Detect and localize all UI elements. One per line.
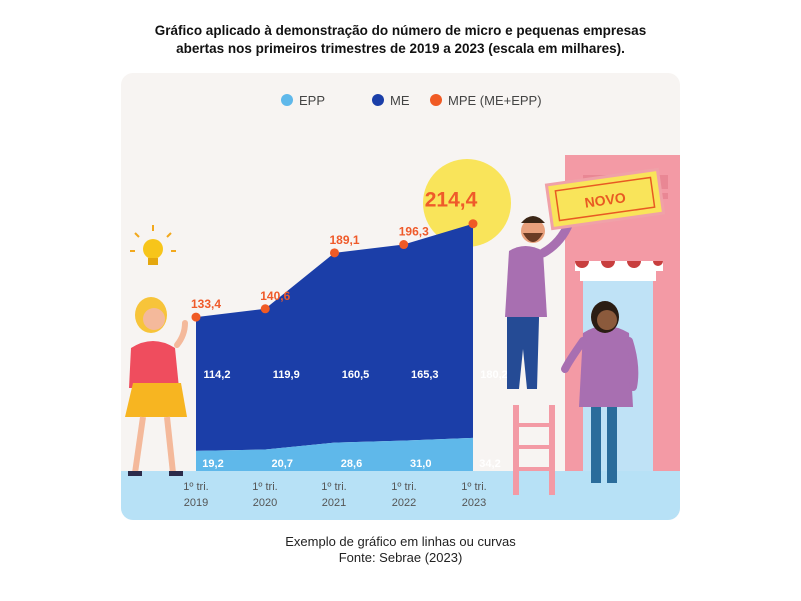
me-label: 160,5 [342, 369, 370, 381]
legend-label: MPE (ME+EPP) [448, 93, 542, 108]
mpe-label: 196,3 [399, 225, 429, 239]
mpe-label: 189,1 [329, 233, 359, 247]
mpe-point [330, 248, 339, 258]
novo-sign: NOVO [544, 167, 666, 231]
chart-areas [121, 223, 680, 520]
x-tick-label-year: 2022 [392, 497, 416, 509]
novo-sign-text: NOVO [584, 189, 627, 211]
x-tick-label-year: 2019 [184, 497, 208, 509]
epp-label: 19,2 [202, 458, 223, 470]
legend-swatch [372, 94, 384, 106]
epp-area [196, 437, 473, 471]
x-axis-ticks: 1º tri. 2019 1º tri. 2020 1º tri. 2021 1º tri.… [183, 481, 486, 509]
mpe-label: 140,6 [260, 289, 290, 303]
chart-title-line-1: Gráfico aplicado à demonstração do númer… [154, 23, 647, 38]
x-tick-label-line1: 1º tri. [252, 481, 277, 493]
mpe-highlight-label: 214,4 [425, 189, 478, 212]
me-label: 165,3 [411, 369, 439, 381]
ground-strip [121, 471, 680, 520]
x-tick-label-line1: 1º tri. [183, 481, 208, 493]
mpe-point [191, 312, 201, 322]
me-label: 119,9 [273, 369, 300, 381]
me-area [196, 223, 473, 451]
mpe-point [399, 240, 409, 250]
epp-label: 20,7 [272, 458, 293, 470]
light-bulb-icon [130, 225, 176, 265]
x-tick-label-year: 2021 [322, 497, 346, 509]
highlight-circle [423, 159, 511, 247]
x-tick-label-year: 2023 [462, 497, 486, 509]
x-tick-label-year: 2020 [253, 497, 277, 509]
illustration-foreground: NOVO [125, 167, 666, 495]
x-tick-label-line1: 1º tri. [321, 481, 346, 493]
woman-illustration [125, 297, 188, 476]
legend: EPP ME MPE (ME+EPP) [281, 93, 542, 108]
man-illustration [505, 216, 574, 495]
chart-caption: Exemplo de gráfico em linhas ou curvas F… [0, 534, 801, 566]
legend-swatch [281, 94, 293, 106]
legend-swatch [430, 94, 442, 106]
mpe-point [468, 219, 478, 229]
mpe-point [260, 304, 270, 314]
epp-label: 31,0 [410, 458, 431, 470]
chart-labels: 133,4 140,6 189,1 196,3 214,4 114,2 119,9 160,5… [191, 189, 508, 470]
legend-label: ME [390, 93, 410, 108]
chart-title: Gráfico aplicado à demonstração do númer… [0, 22, 801, 58]
area-chart: 133,4 140,6 189,1 196,3 214,4 114,2 119,9 160,5… [121, 93, 680, 520]
chart-panel: 133,4 140,6 189,1 196,3 214,4 114,2 119,9 160,5… [121, 73, 680, 520]
x-tick-label-line1: 1º tri. [461, 481, 486, 493]
caption-line-1: Exemplo de gráfico em linhas ou curvas [285, 534, 516, 549]
chart-marks [191, 219, 478, 322]
epp-label: 28,6 [341, 458, 362, 470]
caption-line-2: Fonte: Sebrae (2023) [338, 550, 463, 565]
me-label: 114,2 [204, 369, 231, 381]
woman-doorway-illustration [561, 301, 639, 483]
epp-label: 34,2 [479, 458, 500, 470]
mpe-label: 133,4 [191, 297, 221, 311]
legend-label: EPP [299, 93, 325, 108]
me-label: 180,2 [480, 369, 508, 381]
x-tick-label-line1: 1º tri. [391, 481, 416, 493]
chart-title-line-2: abertas nos primeiros trimestres de 2019… [176, 41, 625, 56]
